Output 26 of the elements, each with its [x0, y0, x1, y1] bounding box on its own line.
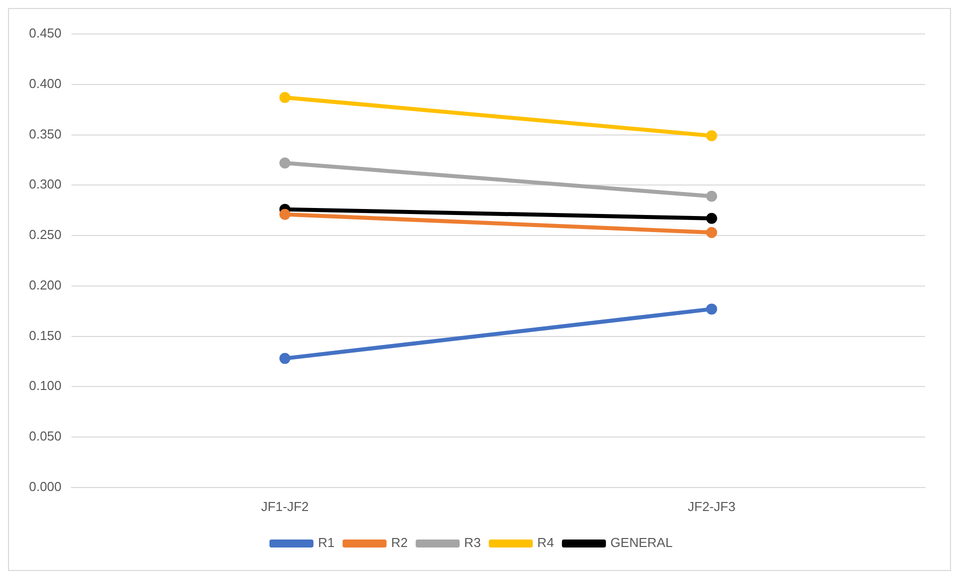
point: [279, 208, 290, 220]
legend-label: R1: [318, 535, 335, 550]
point: [706, 304, 718, 315]
x-tick-label: JF1-JF2: [261, 498, 309, 514]
y-tick-label: 0.300: [28, 176, 62, 192]
x-tick-label: JF2-JF3: [688, 498, 736, 514]
y-tick-label: 0.450: [28, 26, 62, 41]
point: [706, 190, 718, 202]
point: [279, 92, 290, 103]
point: [279, 157, 290, 168]
y-tick-label: 0.350: [28, 126, 62, 142]
legend-label: R4: [537, 535, 554, 550]
y-tick-label: 0.000: [28, 478, 62, 494]
point: [706, 130, 718, 142]
legend-label: R2: [391, 535, 408, 550]
legend-label: R3: [464, 535, 481, 550]
y-tick-label: 0.400: [28, 76, 62, 91]
y-tick-label: 0.050: [28, 428, 62, 444]
legend-label: GENERAL: [610, 535, 673, 550]
y-tick-label: 0.150: [28, 328, 62, 343]
point: [279, 352, 290, 364]
y-tick-label: 0.200: [28, 277, 62, 292]
y-tick-label: 0.100: [28, 378, 62, 394]
point: [706, 212, 718, 224]
point: [706, 226, 718, 238]
y-tick-label: 0.250: [28, 227, 62, 242]
